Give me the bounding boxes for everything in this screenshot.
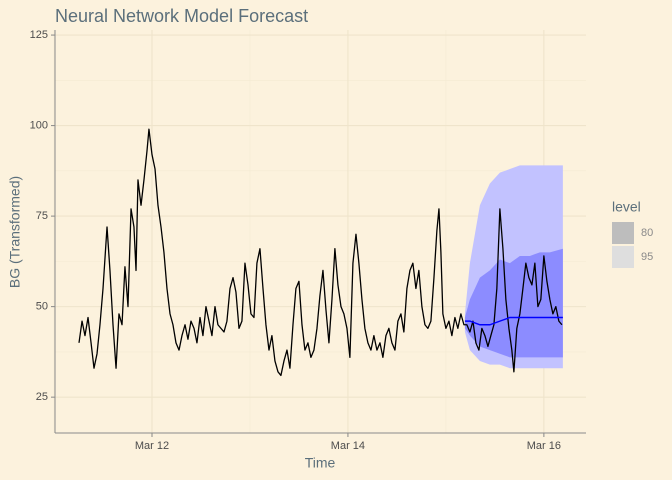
x-axis-title: Time [305, 455, 336, 471]
y-tick-label: 75 [36, 210, 48, 222]
x-tick-label: Mar 16 [527, 440, 561, 452]
legend-label: 80 [641, 227, 653, 239]
legend-key [612, 246, 634, 268]
legend-label: 95 [641, 251, 653, 263]
y-tick-label: 50 [36, 301, 48, 313]
legend-title: level [612, 199, 641, 215]
legend-key [612, 222, 634, 244]
axes: 25 50 75 100 125 Mar 12 Mar 14 Mar 16 [30, 29, 586, 452]
forecast-mean-line [464, 316, 563, 326]
marks [78, 128, 563, 377]
observed-line [78, 128, 563, 377]
y-tick-label: 25 [36, 391, 48, 403]
y-axis-title: BG (Transformed) [7, 176, 23, 288]
chart-title: Neural Network Model Forecast [55, 6, 308, 26]
x-tick-label: Mar 12 [135, 440, 169, 452]
x-tick-label: Mar 14 [331, 440, 365, 452]
y-tick-label: 100 [30, 119, 48, 131]
forecast-band [464, 248, 563, 358]
y-tick-label: 125 [30, 29, 48, 41]
